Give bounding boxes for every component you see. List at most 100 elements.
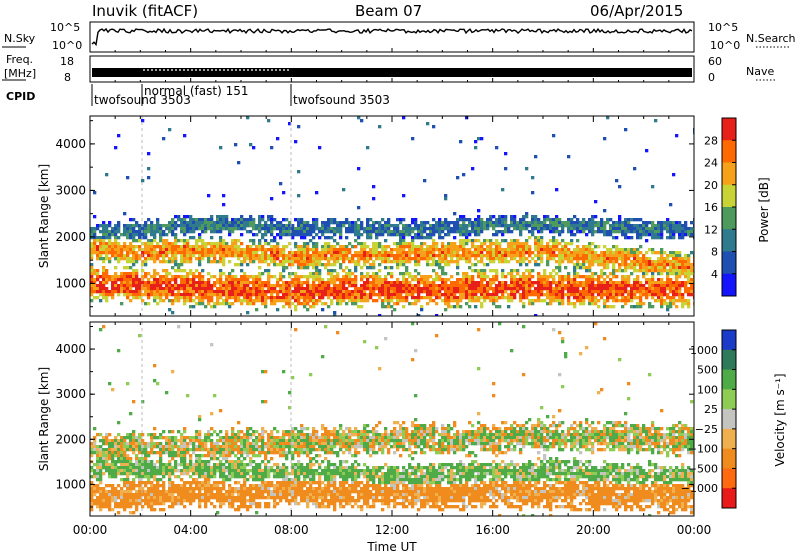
data-cell (159, 508, 163, 512)
data-cell (501, 188, 505, 192)
data-cell (129, 293, 133, 297)
data-cell (114, 502, 118, 506)
data-cell (522, 224, 526, 228)
data-cell (165, 436, 169, 440)
data-cell (690, 251, 694, 255)
data-cell (621, 224, 625, 228)
data-cell (594, 257, 598, 261)
data-cell (225, 224, 229, 228)
data-cell (405, 269, 409, 273)
data-cell (639, 296, 643, 300)
data-cell (138, 334, 142, 338)
data-cell (447, 251, 451, 255)
data-cell (318, 254, 322, 258)
data-cell (168, 299, 172, 303)
data-cell (258, 278, 262, 282)
data-cell (633, 284, 637, 288)
data-cell (414, 227, 418, 231)
data-cell (378, 242, 382, 246)
data-cell (156, 221, 160, 225)
data-cell (288, 221, 292, 225)
data-cell (111, 487, 115, 491)
data-cell (147, 493, 151, 497)
data-cell (642, 293, 646, 297)
data-cell (243, 272, 247, 276)
data-cell (294, 278, 298, 282)
data-cell (402, 290, 406, 294)
data-cell (636, 296, 640, 300)
data-cell (285, 257, 289, 261)
data-cell (594, 272, 598, 276)
data-cell (189, 224, 193, 228)
data-cell (420, 290, 424, 294)
data-cell (255, 278, 259, 282)
data-cell (219, 278, 223, 282)
data-cell (303, 245, 307, 249)
data-cell (156, 382, 160, 386)
data-cell (312, 242, 316, 246)
data-cell (366, 254, 370, 258)
data-cell (168, 260, 172, 264)
data-cell (555, 221, 559, 225)
data-cell (453, 248, 457, 252)
data-cell (159, 433, 163, 437)
data-cell (141, 499, 145, 503)
data-cell (270, 248, 274, 252)
data-cell (153, 469, 157, 473)
data-cell (135, 281, 139, 285)
data-cell (111, 248, 115, 252)
data-cell (135, 275, 139, 279)
data-cell (141, 469, 145, 473)
data-cell (597, 254, 601, 258)
data-cell (90, 493, 94, 497)
data-cell (153, 293, 157, 297)
data-cell (93, 484, 97, 488)
data-cell (498, 281, 502, 285)
station-title: Inuvik (fitACF) (92, 2, 198, 20)
data-cell (318, 284, 322, 288)
data-cell (519, 242, 523, 246)
data-cell (600, 254, 604, 258)
data-cell (162, 224, 166, 228)
data-cell (468, 239, 472, 243)
data-cell (264, 296, 268, 300)
data-cell (423, 242, 427, 246)
data-cell (135, 221, 139, 225)
data-cell (630, 251, 634, 255)
data-cell (513, 281, 517, 285)
data-cell (285, 260, 289, 264)
data-cell (360, 290, 364, 294)
data-cell (144, 484, 148, 488)
data-cell (252, 242, 256, 246)
data-cell (429, 263, 433, 267)
data-cell (378, 251, 382, 255)
data-cell (423, 236, 427, 240)
data-cell (666, 227, 670, 231)
data-cell (525, 245, 529, 249)
data-cell (417, 296, 421, 300)
data-cell (441, 260, 445, 264)
data-cell (171, 299, 175, 303)
data-cell (468, 221, 472, 225)
data-cell (159, 472, 163, 476)
data-cell (345, 245, 349, 249)
data-cell (174, 236, 178, 240)
data-cell (138, 481, 142, 485)
data-cell (318, 263, 322, 267)
data-cell (639, 293, 643, 297)
data-cell (423, 290, 427, 294)
data-cell (324, 227, 328, 231)
data-cell (114, 493, 118, 497)
data-cell (399, 236, 403, 240)
data-cell (132, 511, 136, 515)
data-cell (528, 281, 532, 285)
data-cell (690, 281, 694, 285)
data-cell (408, 224, 412, 228)
data-cell (582, 227, 586, 231)
data-cell (93, 287, 97, 291)
data-cell (126, 472, 130, 476)
data-cell (114, 242, 118, 246)
data-cell (375, 278, 379, 282)
data-cell (108, 475, 112, 479)
data-cell (192, 284, 196, 288)
